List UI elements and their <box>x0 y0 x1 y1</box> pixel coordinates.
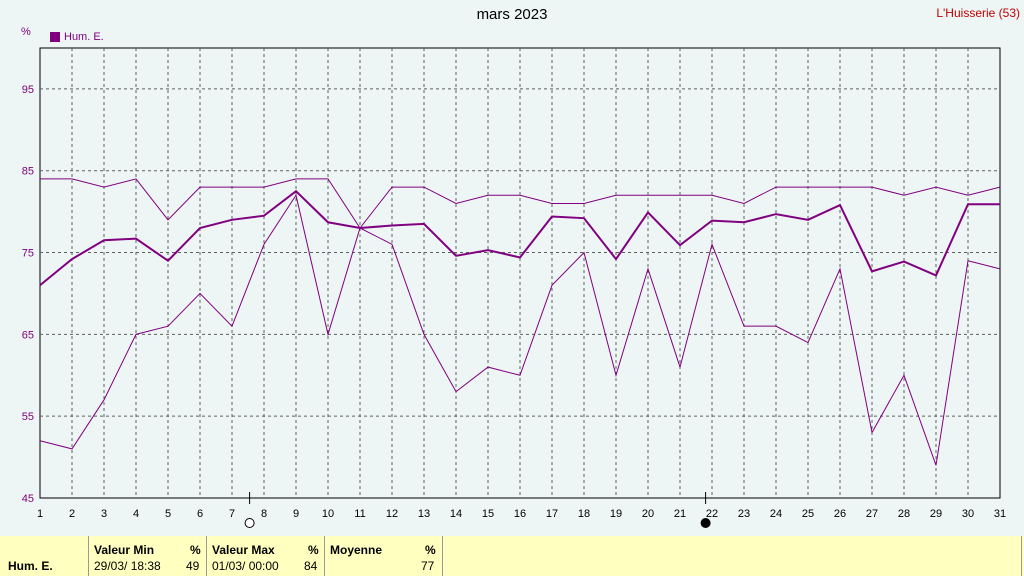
min-unit: % <box>190 543 201 557</box>
legend-swatch <box>50 32 60 42</box>
y-tick-label: 75 <box>22 248 34 260</box>
x-tick-label: 11 <box>354 508 365 520</box>
x-tick-label: 17 <box>546 508 558 520</box>
avg-value: 77 <box>421 559 435 573</box>
series-line-mean <box>39 189 1000 287</box>
full-moon-icon <box>244 518 255 528</box>
y-tick-label: 65 <box>22 329 34 341</box>
x-tick-label: 22 <box>706 508 718 520</box>
x-tick-label: 10 <box>322 508 334 520</box>
x-tick-label: 9 <box>293 508 299 520</box>
x-tick-label: 25 <box>802 508 814 520</box>
y-axis-unit: % <box>21 26 31 38</box>
x-tick-label: 12 <box>386 508 398 520</box>
footer-divider <box>442 536 443 576</box>
footer-divider <box>324 536 325 576</box>
x-tick-label: 20 <box>642 508 654 520</box>
footer-divider <box>1021 536 1022 576</box>
y-tick-label: 95 <box>22 84 34 96</box>
x-tick-label: 24 <box>770 508 782 520</box>
min-date: 29/03/ 18:38 <box>94 559 161 573</box>
x-tick-label: 14 <box>450 508 462 520</box>
x-tick-label: 27 <box>866 508 878 520</box>
x-tick-label: 18 <box>578 508 590 520</box>
new-moon-icon <box>700 518 711 528</box>
legend: Hum. E. <box>50 31 104 43</box>
series-line-min <box>39 194 1001 466</box>
x-tick-label: 31 <box>994 508 1006 520</box>
x-tick-label: 5 <box>165 508 171 520</box>
x-tick-label: 21 <box>674 508 686 520</box>
avg-unit: % <box>425 543 436 557</box>
station-name: L'Huisserie (53) <box>936 6 1020 20</box>
x-tick-label: 23 <box>738 508 750 520</box>
x-tick-label: 3 <box>101 508 107 520</box>
x-tick-label: 8 <box>261 508 267 520</box>
series-line-max <box>40 178 1001 229</box>
x-tick-label: 1 <box>37 508 43 520</box>
avg-header: Moyenne <box>330 543 383 557</box>
min-value: 49 <box>186 559 200 573</box>
x-tick-label: 6 <box>197 508 203 520</box>
footer-divider <box>206 536 207 576</box>
x-tick-label: 13 <box>418 508 430 520</box>
x-tick-label: 29 <box>930 508 942 520</box>
max-date: 01/03/ 00:00 <box>212 559 279 573</box>
max-unit: % <box>308 543 319 557</box>
x-tick-label: 2 <box>69 508 75 520</box>
x-tick-label: 16 <box>514 508 526 520</box>
x-tick-label: 28 <box>898 508 910 520</box>
grid <box>40 48 1000 498</box>
x-tick-label: 30 <box>962 508 974 520</box>
y-tick-label: 85 <box>22 166 34 178</box>
x-tick-label: 7 <box>229 508 235 520</box>
summary-footer: Hum. E. Valeur Min % 29/03/ 18:38 49 Val… <box>0 536 1024 576</box>
y-tick-label: 45 <box>22 493 34 505</box>
x-tick-label: 19 <box>610 508 622 520</box>
legend-label: Hum. E. <box>64 31 104 43</box>
series <box>39 178 1001 466</box>
min-header: Valeur Min <box>94 543 155 557</box>
max-header: Valeur Max <box>212 543 275 557</box>
x-tick-label: 4 <box>133 508 139 520</box>
max-value: 84 <box>304 559 318 573</box>
footer-divider <box>88 536 89 576</box>
chart-title: mars 2023 <box>476 6 548 23</box>
footer-row-label: Hum. E. <box>8 559 53 573</box>
x-tick-label: 15 <box>482 508 494 520</box>
y-tick-label: 55 <box>22 411 34 423</box>
x-tick-label: 26 <box>834 508 846 520</box>
